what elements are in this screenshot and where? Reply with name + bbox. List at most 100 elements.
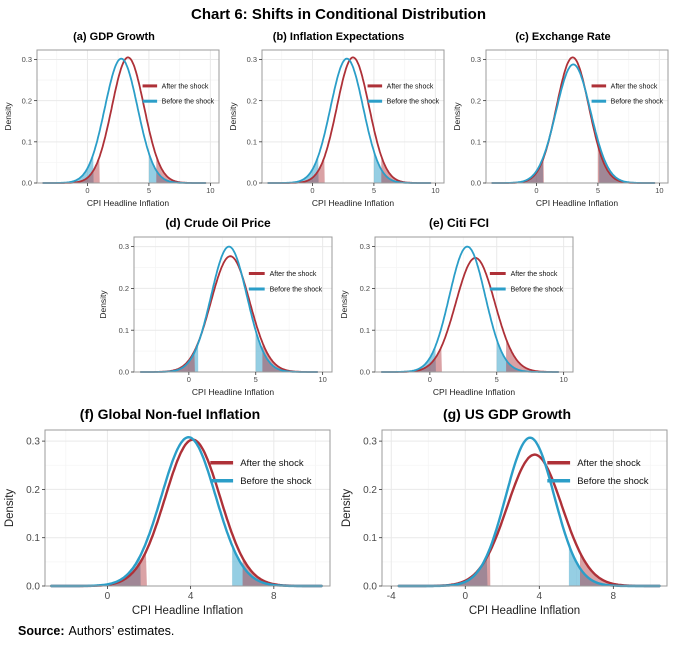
- y-tick-label: 0.1: [118, 326, 128, 335]
- x-tick-label: 10: [206, 186, 214, 195]
- y-tick-label: 0.1: [22, 137, 32, 146]
- panel-border: [261, 49, 444, 184]
- x-tick-label: 10: [318, 375, 326, 384]
- x-axis-label: CPI Headline Inflation: [87, 198, 169, 208]
- y-tick-label: 0.0: [118, 368, 128, 377]
- after-tail-fill-right: [597, 145, 655, 183]
- panel-border: [44, 429, 331, 587]
- legend-label-before: Before the shock: [162, 99, 215, 106]
- before-tail-fill-left: [140, 343, 198, 372]
- y-tick-label: 0.2: [363, 485, 377, 496]
- panel-c-chart: 0 5 10 0.0 0.1 0.2 0.3 CPI Headline Inflation De…: [452, 49, 669, 208]
- before-tail-fill-right: [148, 153, 206, 183]
- y-tick-label: 0.2: [359, 284, 369, 293]
- y-tick-label: 0.1: [246, 137, 256, 146]
- y-tick-label: 0.2: [22, 96, 32, 105]
- before-tail-fill-right: [496, 339, 558, 372]
- y-tick-label: 0.1: [471, 137, 481, 146]
- before-tail-fill-right: [599, 144, 655, 183]
- after-tail-fill-right: [242, 558, 322, 586]
- x-axis-label: CPI Headline Inflation: [191, 387, 273, 397]
- x-tick-label: 5: [596, 186, 600, 195]
- before-curve: [491, 63, 656, 184]
- panel-c-title: (c) Exchange Rate: [515, 31, 611, 43]
- plot-background: [133, 237, 332, 372]
- panel-d-title: (d) Crude Oil Price: [165, 216, 271, 230]
- y-axis-label: Density: [341, 489, 353, 528]
- panel-a-chart: 0 5 10 0.0 0.1 0.2 0.3 CPI Headline Inflation De…: [3, 49, 220, 208]
- x-tick-label: 5: [371, 186, 375, 195]
- plot-background: [486, 50, 668, 183]
- chart-row-3: (f) Global Non-fuel Inflation 0 4 8 0.0 0.1 0.…: [0, 406, 677, 620]
- plot-background: [261, 50, 444, 183]
- panel-b-chart: 0 5 10 0.0 0.1 0.2 0.3 CPI Headline Inflation De…: [228, 49, 444, 208]
- legend-label-before: Before the shock: [510, 286, 563, 293]
- y-tick-label: 0.1: [363, 533, 377, 544]
- x-tick-label: 8: [611, 591, 617, 602]
- before-curve: [139, 245, 318, 373]
- x-tick-label: 10: [655, 186, 663, 195]
- after-tail-fill-right: [580, 552, 660, 586]
- after-tail-fill-left: [381, 347, 442, 372]
- y-tick-label: 0.0: [246, 179, 256, 188]
- y-tick-label: 0.0: [22, 179, 32, 188]
- chart-row-2: (d) Crude Oil Price 0 5 10 0.0 0.1 0.2 0.3 CPI H…: [0, 216, 677, 402]
- legend-label-after: After the shock: [162, 83, 209, 90]
- panel-e-chart: 0 5 10 0.0 0.1 0.2 0.3 CPI Headline Inflation De…: [339, 236, 573, 397]
- panel-border: [374, 236, 573, 373]
- panel-d-chart: 0 5 10 0.0 0.1 0.2 0.3 CPI Headline Inflation De…: [98, 236, 332, 397]
- panel-g-chart: -4 0 4 8 0.0 0.1 0.2 0.3 CPI Headline Inflation D…: [341, 429, 668, 617]
- legend-label-after: After the shock: [269, 271, 316, 278]
- y-tick-label: 0.3: [363, 437, 377, 448]
- plot-background: [374, 237, 573, 372]
- x-tick-label: 0: [85, 186, 89, 195]
- y-tick-label: 0.2: [471, 96, 481, 105]
- x-tick-label: 4: [188, 591, 194, 602]
- legend-label-after: After the shock: [240, 458, 304, 469]
- before-tail-fill-left: [51, 555, 141, 586]
- x-tick-label: 5: [147, 186, 151, 195]
- legend-label-after: After the shock: [611, 83, 658, 90]
- after-tail-fill-right: [380, 156, 430, 183]
- plot-background: [37, 50, 219, 183]
- legend-label-before: Before the shock: [577, 476, 649, 487]
- source-note: Source: Authors’ estimates.: [18, 624, 677, 638]
- y-axis-label: Density: [4, 489, 16, 528]
- x-tick-label: 5: [253, 375, 257, 384]
- panel-c: (c) Exchange Rate 0 5 10 0.0 0.1 0.2 0.3 CPI Hea…: [452, 31, 674, 213]
- x-axis-label: CPI Headline Inflation: [311, 198, 393, 208]
- source-text: Authors’ estimates.: [68, 624, 175, 638]
- y-tick-label: 0.0: [26, 582, 40, 593]
- legend-label-after: After the shock: [577, 458, 641, 469]
- legend-label-before: Before the shock: [240, 476, 312, 487]
- before-tail-fill-right: [373, 151, 430, 183]
- x-tick-label: 8: [271, 591, 277, 602]
- legend-label-after: After the shock: [510, 271, 557, 278]
- before-tail-fill-right: [232, 545, 322, 586]
- panel-border: [36, 49, 220, 184]
- panel-d: (d) Crude Oil Price 0 5 10 0.0 0.1 0.2 0.3 CPI H…: [98, 216, 339, 402]
- charts-grid: (a) GDP Growth 0 5 10 0.0 0.1 0.2 0.3 CPI Headli…: [0, 31, 677, 620]
- x-tick-label: 0: [534, 186, 538, 195]
- panel-border: [381, 429, 668, 587]
- before-tail-fill-left: [381, 346, 436, 372]
- after-tail-fill-right: [261, 342, 317, 372]
- chart-row-1: (a) GDP Growth 0 5 10 0.0 0.1 0.2 0.3 CPI Headli…: [0, 31, 677, 213]
- x-tick-label: 5: [494, 375, 498, 384]
- x-axis-label: CPI Headline Inflation: [536, 198, 618, 208]
- y-axis-label: Density: [3, 102, 13, 131]
- source-label: Source:: [18, 624, 65, 638]
- x-tick-label: 10: [431, 186, 439, 195]
- panel-b-title: (b) Inflation Expectations: [272, 31, 405, 43]
- legend-label-after: After the shock: [386, 83, 433, 90]
- x-tick-label: -4: [387, 591, 396, 602]
- y-tick-label: 0.0: [359, 368, 369, 377]
- after-tail-fill-left: [43, 157, 100, 183]
- after-tail-fill-left: [51, 551, 147, 586]
- before-tail-fill-left: [267, 156, 319, 183]
- plot-background: [382, 430, 667, 586]
- x-axis-label: CPI Headline Inflation: [432, 387, 514, 397]
- y-tick-label: 0.3: [359, 242, 369, 251]
- x-tick-label: 0: [310, 186, 314, 195]
- y-tick-label: 0.0: [471, 179, 481, 188]
